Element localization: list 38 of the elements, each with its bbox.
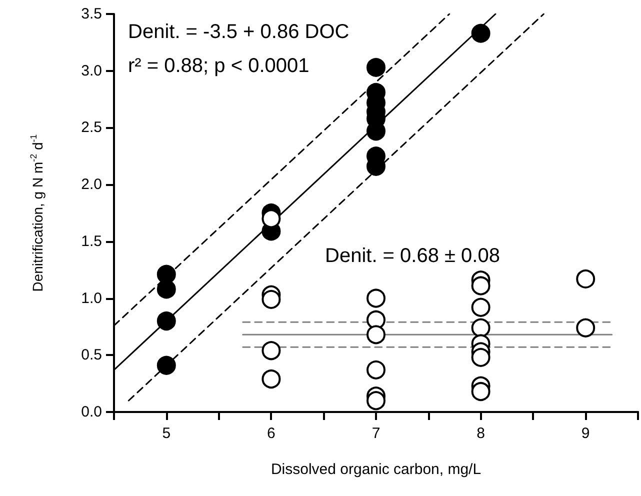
annotation: r² = 0.88; p < 0.0001 bbox=[128, 55, 310, 77]
point bbox=[366, 325, 386, 344]
point bbox=[156, 280, 176, 299]
point bbox=[262, 290, 281, 309]
point bbox=[156, 356, 176, 375]
x-axis-title: Dissolved organic carbon, mg/L bbox=[270, 461, 482, 478]
annotation: Denit. = -3.5 + 0.86 DOC bbox=[128, 21, 350, 43]
point bbox=[471, 298, 490, 317]
x-tick-label: 8 bbox=[476, 425, 485, 442]
y-tick-label: 2.0 bbox=[81, 176, 102, 194]
point bbox=[366, 288, 386, 308]
y-axis-title: Denitrification, g N m-2 d-1 bbox=[28, 134, 46, 292]
point bbox=[366, 391, 386, 410]
x-tick-label: 9 bbox=[581, 425, 590, 442]
y-tick-label: 1.0 bbox=[81, 290, 102, 307]
point bbox=[471, 348, 490, 367]
point bbox=[262, 341, 281, 360]
point bbox=[471, 318, 490, 338]
x-tick-label: 7 bbox=[372, 425, 380, 442]
point bbox=[262, 370, 281, 389]
y-tick-label: 1.5 bbox=[81, 232, 102, 250]
x-tick-label: 5 bbox=[162, 425, 171, 442]
point bbox=[262, 209, 281, 228]
point bbox=[366, 58, 386, 77]
x-tick-label: 6 bbox=[267, 425, 276, 442]
point bbox=[576, 269, 596, 288]
y-tick-label: 2.5 bbox=[81, 119, 102, 136]
point bbox=[471, 276, 490, 296]
point bbox=[471, 382, 490, 402]
y-tick-label: 3.0 bbox=[81, 62, 102, 80]
y-tick-label: 0.0 bbox=[81, 404, 102, 420]
annotation: Denit. = 0.68 ± 0.08 bbox=[325, 245, 500, 267]
y-tick-label: 0.5 bbox=[81, 346, 102, 364]
point bbox=[471, 24, 490, 43]
point bbox=[576, 318, 596, 338]
point bbox=[156, 312, 176, 331]
point bbox=[366, 360, 386, 380]
y-tick-label: 3.5 bbox=[81, 6, 102, 22]
